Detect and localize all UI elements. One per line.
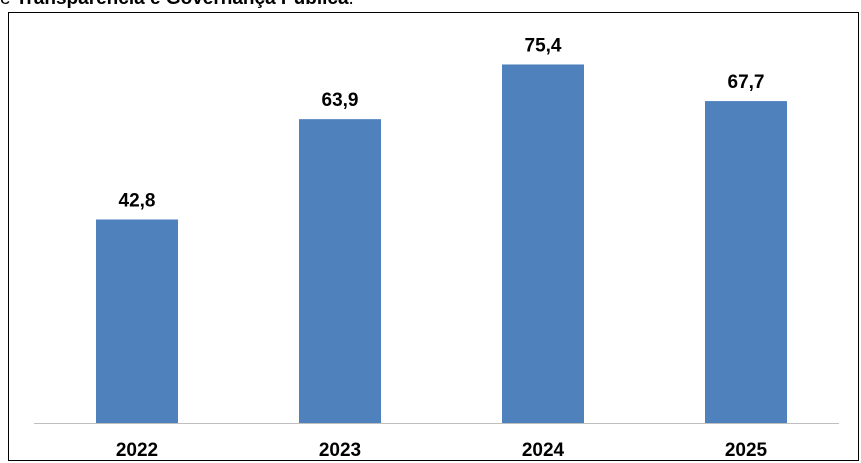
data-label-2025: 67,7 — [728, 72, 765, 93]
bar-chart: 42,8 2022 63,9 2023 75,4 2024 67,7 2025 — [34, 35, 839, 461]
heading-suffix: . — [349, 0, 354, 8]
bar-2025 — [705, 101, 787, 424]
x-tick-label-2025: 2025 — [725, 440, 768, 461]
x-tick-label-2024: 2024 — [522, 440, 565, 461]
heading-prefix: e — [0, 0, 16, 8]
data-label-2024: 75,4 — [525, 35, 562, 56]
data-label-2023: 63,9 — [322, 90, 359, 111]
figure-heading: e Transparência e Governança Pública. — [0, 0, 861, 8]
heading-bold: Transparência e Governança Pública — [16, 0, 349, 8]
chart-frame: 42,8 2022 63,9 2023 75,4 2024 67,7 2025 — [8, 12, 859, 461]
bar-2022 — [96, 219, 178, 423]
bar-2024 — [502, 64, 584, 424]
x-tick-label-2022: 2022 — [116, 440, 158, 461]
x-tick-label-2023: 2023 — [319, 440, 361, 461]
data-label-2022: 42,8 — [119, 190, 156, 211]
bar-2023 — [299, 119, 381, 423]
